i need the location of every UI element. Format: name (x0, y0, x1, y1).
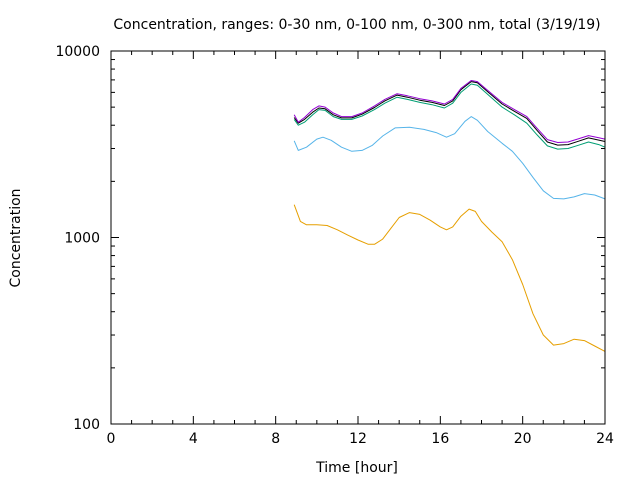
series-lines (293, 80, 606, 352)
x-tick-label: 20 (514, 431, 532, 447)
y-axis-label: Concentration (8, 188, 24, 287)
series-line-0 (293, 204, 606, 352)
x-tick-label: 12 (349, 431, 367, 447)
series-line-1 (293, 116, 606, 200)
y-tick-label: 10000 (55, 44, 100, 60)
axis-ticks: 0 4 8 12 16 20 24 100 1000 10000 (55, 44, 614, 447)
x-tick-label: 0 (107, 431, 116, 447)
x-tick-label: 24 (596, 431, 614, 447)
series-line-2 (293, 83, 606, 150)
x-tick-label: 8 (271, 431, 280, 447)
x-axis-label: Time [hour] (315, 460, 398, 476)
series-line-3 (293, 81, 606, 146)
chart-title: Concentration, ranges: 0-30 nm, 0-100 nm… (113, 17, 600, 33)
y-tick-label: 100 (73, 417, 100, 433)
series-line-4 (293, 80, 606, 143)
x-tick-label: 4 (189, 431, 198, 447)
x-tick-label: 16 (431, 431, 449, 447)
y-tick-label: 1000 (64, 231, 100, 247)
plot-frame (110, 50, 606, 425)
